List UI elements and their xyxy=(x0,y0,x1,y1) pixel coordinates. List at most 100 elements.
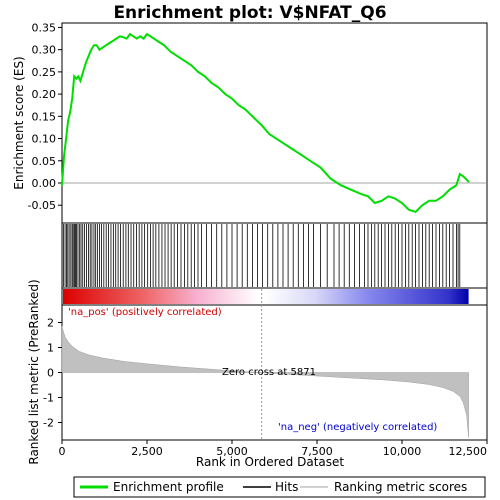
es-point xyxy=(146,33,148,35)
es-point xyxy=(75,77,78,80)
es-point xyxy=(448,188,451,191)
es-ytick-label: 0.20 xyxy=(32,88,57,101)
es-point xyxy=(139,35,141,38)
es-point xyxy=(93,44,95,47)
es-point xyxy=(82,71,84,73)
es-point xyxy=(329,177,332,180)
es-point xyxy=(367,195,369,198)
es-point xyxy=(156,39,158,42)
es-panel-frame xyxy=(61,22,488,224)
es-point xyxy=(380,199,383,202)
hits-panel xyxy=(61,222,488,289)
es-point xyxy=(442,195,444,198)
es-ytick-label: 0.05 xyxy=(32,155,57,168)
es-point xyxy=(142,37,145,40)
es-point xyxy=(183,59,186,62)
es-point xyxy=(374,202,376,204)
es-ytick-label: 0.35 xyxy=(32,21,57,34)
es-point xyxy=(260,124,263,127)
es-point xyxy=(350,188,352,191)
es-point xyxy=(112,39,114,42)
metric-area xyxy=(61,326,469,438)
es-point xyxy=(108,42,111,44)
metric-panel: -2 -1 0 1 2 0 2,500 5,000 7,500 10,000 12,500 'na… xyxy=(27,279,488,469)
es-point xyxy=(170,51,172,53)
es-point xyxy=(231,97,233,100)
es-point xyxy=(163,44,165,47)
es-ylabel: Enrichment score (ES) xyxy=(12,56,26,189)
legend-es-label: Enrichment profile xyxy=(113,480,224,494)
es-point xyxy=(401,202,403,204)
metric-ylabel: Ranked list metric (PreRanked) xyxy=(27,279,41,464)
es-panel: -0.05 0.00 0.05 0.10 0.15 0.20 0.25 0.30 0.35 En… xyxy=(12,21,488,224)
es-point xyxy=(132,35,135,38)
es-point xyxy=(394,197,397,200)
metric-xtick-label: 2,500 xyxy=(131,445,163,458)
legend-hits-label: Hits xyxy=(275,480,298,494)
es-point xyxy=(159,42,162,44)
es-point xyxy=(95,44,98,47)
es-yticks: -0.05 0.00 0.05 0.10 0.15 0.20 0.25 0.30 0.35 xyxy=(28,21,62,212)
es-ytick-label: 0.30 xyxy=(32,44,57,57)
es-point xyxy=(459,173,461,175)
es-point xyxy=(340,184,342,187)
es-point xyxy=(190,64,192,67)
metric-ytick-label: 1 xyxy=(47,342,54,355)
es-point xyxy=(467,180,470,183)
metric-ytick-label: 2 xyxy=(47,317,54,330)
neg-label: 'na_neg' (negatively correlated) xyxy=(278,422,437,433)
es-point xyxy=(319,166,322,169)
es-point xyxy=(90,48,93,51)
es-ytick-label: 0.15 xyxy=(32,110,57,123)
metric-xtick-label: 7,500 xyxy=(301,445,333,458)
es-point xyxy=(462,175,465,178)
es-point xyxy=(268,133,271,135)
rank-color-bar xyxy=(61,287,488,306)
es-point xyxy=(65,137,67,140)
es-point xyxy=(149,35,152,38)
es-point xyxy=(136,37,138,40)
es-point xyxy=(251,115,254,118)
es-point xyxy=(73,75,76,78)
es-point xyxy=(360,193,363,195)
es-point xyxy=(85,62,87,64)
es-point xyxy=(455,184,458,187)
es-point xyxy=(238,104,240,107)
es-point xyxy=(204,75,206,78)
metric-ytick-label: 0 xyxy=(47,367,54,380)
es-point xyxy=(129,33,131,35)
es-point xyxy=(67,119,69,122)
es-point xyxy=(87,55,90,58)
es-point xyxy=(435,199,437,202)
es-ytick-label: 0.00 xyxy=(32,177,57,190)
es-point xyxy=(289,146,291,149)
es-point xyxy=(69,111,71,113)
metric-yticks: -2 -1 0 1 2 xyxy=(43,317,62,430)
es-point xyxy=(387,195,390,198)
es-point xyxy=(244,108,247,111)
metric-xtick-label: 12,500 xyxy=(449,445,488,458)
es-ytick-label: -0.05 xyxy=(28,199,56,212)
es-point xyxy=(61,184,63,187)
es-point xyxy=(115,37,118,40)
es-point xyxy=(102,46,104,49)
metric-xtick-label: 5,000 xyxy=(216,445,248,458)
es-point xyxy=(408,208,410,211)
es-point xyxy=(299,153,301,155)
es-point xyxy=(105,44,107,47)
metric-ytick-label: -1 xyxy=(43,392,54,405)
chart-title: Enrichment plot: V$NFAT_Q6 xyxy=(113,3,386,23)
metric-xlabel: Rank in Ordered Dataset xyxy=(196,455,344,469)
hits-lines xyxy=(62,224,461,287)
es-point xyxy=(122,36,124,39)
es-point xyxy=(79,79,82,82)
legend: Enrichment profile Hits Ranking metric s… xyxy=(73,476,486,498)
es-point xyxy=(197,71,199,73)
metric-xticks: 0 2,500 5,000 7,500 10,000 12,500 xyxy=(59,440,488,458)
es-point xyxy=(176,55,179,58)
metric-xtick-label: 0 xyxy=(59,445,66,458)
rank-gradient xyxy=(63,289,469,304)
es-ytick-label: 0.25 xyxy=(32,66,57,79)
